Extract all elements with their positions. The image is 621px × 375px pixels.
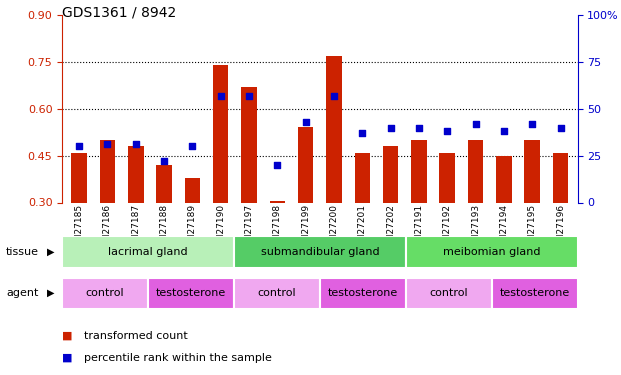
Point: [499, 128, 509, 134]
Text: GDS1361 / 8942: GDS1361 / 8942: [62, 6, 176, 20]
Bar: [128, 146, 143, 202]
Point: [527, 121, 537, 127]
Text: control: control: [86, 288, 124, 298]
Bar: [440, 153, 455, 203]
Text: control: control: [429, 288, 468, 298]
Bar: [553, 153, 568, 203]
Text: transformed count: transformed count: [84, 331, 188, 340]
Text: lacrimal gland: lacrimal gland: [108, 247, 188, 257]
Bar: [383, 146, 399, 202]
Text: meibomian gland: meibomian gland: [443, 247, 540, 257]
Point: [215, 93, 225, 99]
Bar: [213, 65, 229, 203]
Bar: [270, 201, 285, 202]
Bar: [298, 128, 314, 202]
Bar: [234, 236, 406, 268]
Bar: [524, 140, 540, 202]
Bar: [156, 165, 172, 202]
Bar: [320, 278, 406, 309]
Point: [273, 162, 283, 168]
Bar: [62, 236, 234, 268]
Text: control: control: [258, 288, 296, 298]
Bar: [148, 278, 234, 309]
Bar: [326, 56, 342, 202]
Text: submandibular gland: submandibular gland: [260, 247, 379, 257]
Bar: [241, 87, 257, 202]
Text: testosterone: testosterone: [156, 288, 226, 298]
Point: [131, 141, 141, 147]
Bar: [184, 177, 200, 203]
Point: [556, 124, 566, 130]
Bar: [234, 278, 320, 309]
Bar: [496, 156, 512, 203]
Bar: [492, 278, 578, 309]
Bar: [71, 153, 87, 203]
Text: ■: ■: [62, 331, 73, 340]
Text: agent: agent: [6, 288, 39, 298]
Text: ▶: ▶: [47, 288, 54, 298]
Text: tissue: tissue: [6, 247, 39, 257]
Point: [471, 121, 481, 127]
Point: [414, 124, 424, 130]
Bar: [406, 236, 578, 268]
Point: [159, 158, 169, 164]
Point: [329, 93, 339, 99]
Point: [357, 130, 367, 136]
Text: ▶: ▶: [47, 247, 54, 257]
Bar: [406, 278, 492, 309]
Text: percentile rank within the sample: percentile rank within the sample: [84, 353, 272, 363]
Text: ■: ■: [62, 353, 73, 363]
Bar: [62, 278, 148, 309]
Text: testosterone: testosterone: [499, 288, 569, 298]
Point: [301, 119, 310, 125]
Point: [74, 143, 84, 149]
Point: [386, 124, 396, 130]
Point: [102, 141, 112, 147]
Point: [188, 143, 197, 149]
Point: [244, 93, 254, 99]
Point: [442, 128, 452, 134]
Text: testosterone: testosterone: [328, 288, 398, 298]
Bar: [99, 140, 116, 202]
Bar: [355, 153, 370, 203]
Bar: [468, 140, 483, 202]
Bar: [411, 140, 427, 202]
